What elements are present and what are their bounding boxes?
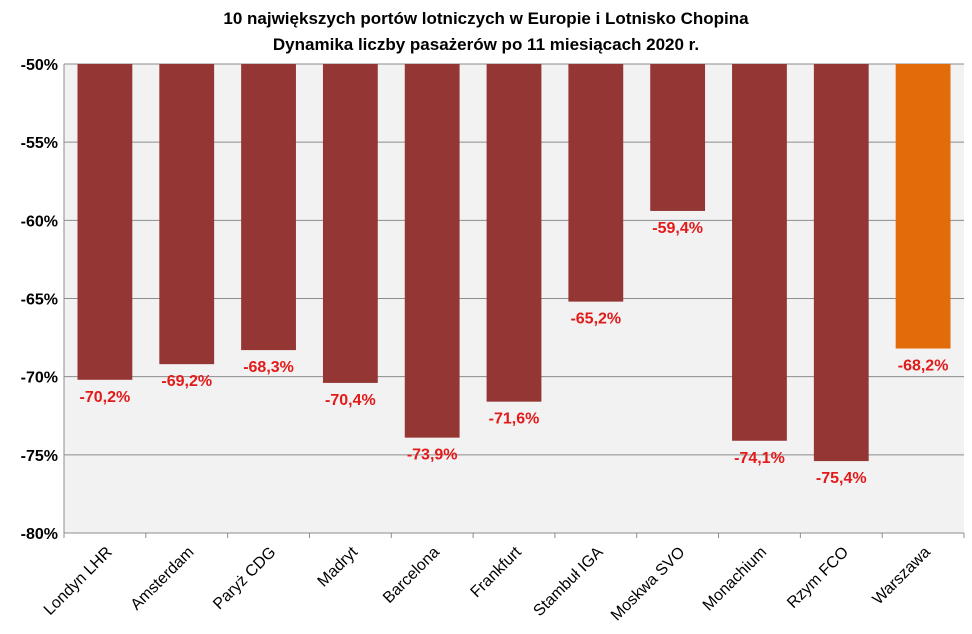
bar (404, 64, 460, 438)
x-tick-label: Paryż CDG (210, 544, 279, 613)
chart-subtitle: Dynamika liczby pasażerów po 11 miesiąca… (273, 35, 699, 54)
bar (732, 64, 787, 441)
data-labels: -70,2% -69,2% -68,3% -70,4% -73,9% -71,6% -65,… (80, 220, 949, 487)
x-tick-label: Stambuł IGA (530, 544, 606, 620)
data-label: -73,9% (407, 447, 458, 464)
bar (895, 64, 951, 349)
bars (77, 64, 951, 462)
x-tick-label: Barcelona (380, 544, 443, 607)
x-tick-label: Frankfurt (468, 543, 526, 601)
x-tick-label: Rzym FCO (784, 544, 852, 612)
x-tick-label: Amsterdam (128, 544, 198, 614)
bar (568, 64, 624, 302)
data-label: -70,4% (325, 392, 376, 409)
y-tick-label: -50% (21, 57, 58, 74)
bar (813, 64, 869, 462)
data-label: -69,2% (161, 373, 212, 390)
bar (241, 64, 296, 351)
x-tick-label: Moskwa SVO (608, 544, 689, 625)
data-label: -75,4% (816, 470, 867, 487)
bar (159, 64, 215, 365)
x-tick-label: Monachium (700, 544, 771, 615)
y-tick-label: -65% (21, 292, 58, 309)
y-tick-label: -55% (21, 135, 58, 152)
data-label: -59,4% (652, 220, 703, 237)
y-tick-label: -70% (21, 370, 58, 387)
data-label: -68,3% (243, 359, 294, 376)
data-label: -70,2% (80, 389, 131, 406)
x-tick-label: Warszawa (870, 544, 934, 608)
bar (486, 64, 542, 402)
data-label: -74,1% (734, 450, 785, 467)
x-axis-ticks: Londyn LHR Amsterdam Paryż CDG Madryt Barcel… (41, 533, 965, 625)
x-tick-label: Londyn LHR (41, 544, 116, 619)
x-tick-label: Madryt (315, 543, 362, 590)
data-label: -65,2% (570, 311, 621, 328)
y-tick-label: -80% (21, 526, 58, 543)
data-label: -68,2% (898, 358, 949, 375)
bar (77, 64, 133, 380)
y-tick-label: -60% (21, 213, 58, 230)
y-axis-ticks: -50% -55% -60% -65% -70% -75% -80% (21, 57, 58, 543)
bar (650, 64, 706, 211)
bar (322, 64, 378, 383)
data-label: -71,6% (489, 411, 540, 428)
chart-title: 10 największych portów lotniczych w Euro… (223, 9, 749, 28)
y-tick-label: -75% (21, 448, 58, 465)
